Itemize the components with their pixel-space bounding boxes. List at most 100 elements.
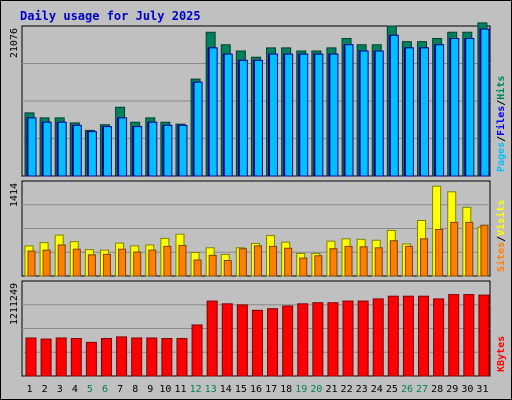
sites-bar bbox=[359, 246, 368, 277]
x-tick-label: 22 bbox=[341, 384, 353, 395]
legend-separator: / bbox=[496, 100, 507, 106]
pages-bar bbox=[480, 28, 490, 177]
kbytes-bar bbox=[357, 300, 369, 377]
sites-bar bbox=[480, 224, 489, 277]
kbytes-bar bbox=[418, 295, 430, 377]
pages-bar bbox=[57, 121, 67, 177]
pages-bar bbox=[404, 47, 414, 177]
pages-bar bbox=[359, 50, 369, 177]
chart-title: Daily usage for July 2025 bbox=[20, 9, 201, 23]
sites-bar bbox=[299, 257, 308, 277]
kbytes-bar bbox=[131, 337, 143, 377]
kbytes-bar bbox=[191, 324, 203, 377]
sites-bar bbox=[314, 255, 323, 277]
sites-bar bbox=[102, 253, 111, 277]
kbytes-bar bbox=[463, 294, 475, 377]
pages-bar bbox=[329, 53, 339, 177]
kbytes-bar bbox=[55, 337, 67, 377]
sites-bar bbox=[163, 245, 172, 277]
pages-bar bbox=[148, 121, 158, 177]
kbytes-bar bbox=[85, 341, 97, 377]
x-tick-label: 10 bbox=[159, 384, 171, 395]
x-tick-label: 8 bbox=[132, 384, 138, 395]
x-tick-label: 27 bbox=[416, 384, 428, 395]
pages-bar bbox=[253, 59, 263, 177]
kbytes-bar bbox=[236, 304, 248, 377]
sites-bar bbox=[87, 254, 96, 277]
x-tick-label: 15 bbox=[235, 384, 247, 395]
pages-bar bbox=[420, 47, 430, 177]
kbytes-bar bbox=[402, 295, 414, 377]
pages-bar bbox=[389, 34, 399, 177]
x-tick-label: 11 bbox=[174, 384, 186, 395]
kbytes-bar bbox=[327, 302, 339, 377]
x-tick-label: 16 bbox=[250, 384, 262, 395]
axis-max-label: 1414 bbox=[9, 183, 20, 207]
legend-entry: Files bbox=[495, 106, 507, 136]
pages-bar bbox=[269, 53, 279, 177]
sites-bar bbox=[42, 249, 51, 277]
pages-bar bbox=[42, 121, 52, 177]
x-tick-label: 18 bbox=[280, 384, 292, 395]
x-tick-label: 14 bbox=[220, 384, 232, 395]
legend-entry: Pages bbox=[496, 142, 507, 172]
kbytes-bar bbox=[221, 303, 233, 377]
pages-bar bbox=[193, 81, 203, 177]
sites-bar bbox=[178, 244, 187, 277]
legend-separator: / bbox=[496, 236, 507, 242]
pages-bar bbox=[344, 44, 354, 177]
kbytes-bar bbox=[25, 337, 37, 377]
pages-bar bbox=[238, 59, 248, 177]
sites-bar bbox=[404, 245, 413, 277]
sites-bar bbox=[57, 244, 66, 277]
sites-bar bbox=[329, 248, 338, 277]
axis-max-label: 21076 bbox=[9, 28, 20, 58]
x-tick-label: 24 bbox=[371, 384, 383, 395]
pages-bar bbox=[87, 131, 97, 177]
x-tick-label: 1 bbox=[27, 384, 33, 395]
sites-bar bbox=[420, 238, 429, 277]
sites-bar bbox=[27, 250, 36, 277]
x-tick-label: 13 bbox=[205, 384, 217, 395]
x-tick-label: 3 bbox=[57, 384, 63, 395]
kbytes-bar bbox=[387, 295, 399, 377]
x-tick-label: 23 bbox=[356, 384, 368, 395]
kbytes-bar bbox=[478, 294, 490, 377]
x-tick-label: 5 bbox=[87, 384, 93, 395]
x-tick-label: 6 bbox=[102, 384, 108, 395]
legend-kbytes: KBytes bbox=[496, 336, 507, 372]
kbytes-bar bbox=[297, 303, 309, 377]
sites-bar bbox=[223, 259, 232, 277]
x-tick-label: 19 bbox=[295, 384, 307, 395]
sites-bar bbox=[435, 228, 444, 277]
x-tick-label: 12 bbox=[190, 384, 202, 395]
x-tick-label: 4 bbox=[72, 384, 78, 395]
axis-max-label: 1211249 bbox=[9, 283, 20, 325]
kbytes-bar bbox=[116, 336, 128, 377]
sites-bar bbox=[208, 254, 217, 277]
x-tick-label: 9 bbox=[147, 384, 153, 395]
kbytes-bar bbox=[448, 294, 460, 377]
kbytes-bar bbox=[161, 338, 173, 377]
pages-bar bbox=[299, 53, 309, 177]
pages-bar bbox=[27, 117, 37, 177]
legend-entry: Hits bbox=[495, 76, 507, 100]
kbytes-bar bbox=[176, 338, 188, 377]
legend-entry: Visits bbox=[495, 200, 507, 236]
pages-bar bbox=[465, 38, 475, 177]
kbytes-bar bbox=[267, 308, 279, 377]
pages-bar bbox=[374, 50, 384, 177]
pages-bar bbox=[208, 47, 218, 177]
legend-entry: KBytes bbox=[496, 336, 507, 372]
sites-bar bbox=[253, 245, 262, 277]
sites-bar bbox=[148, 249, 157, 277]
sites-bar bbox=[389, 240, 398, 277]
pages-bar bbox=[163, 124, 173, 177]
x-tick-label: 25 bbox=[386, 384, 398, 395]
x-tick-label: 7 bbox=[117, 384, 123, 395]
kbytes-bar bbox=[282, 305, 294, 377]
sites-bar bbox=[344, 245, 353, 277]
pages-bar bbox=[118, 117, 128, 177]
